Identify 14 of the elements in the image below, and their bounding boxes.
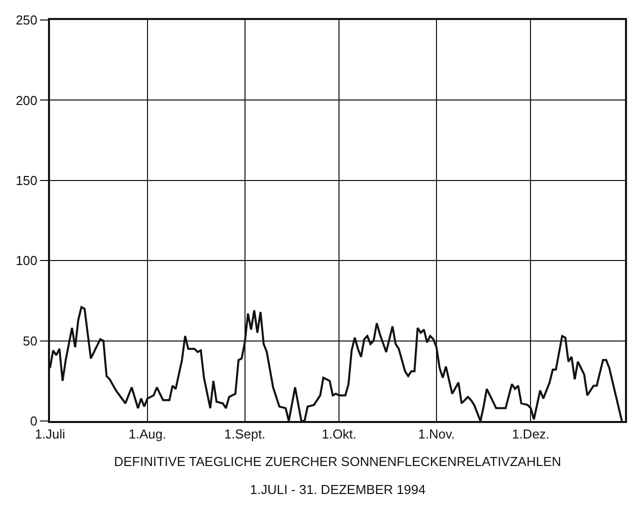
text: DEFINITIVE TAEGLICHE ZUERCHER SONNENFLECKENRELATIVZAHLEN [114,454,562,469]
x-tick-label: 1.Aug. [128,426,166,442]
x-tick-label: 1.Okt. [322,426,356,442]
y-tick-label: 0 [30,414,38,429]
y-tick-label: 50 [22,333,38,348]
x-tick-label: 1.Dez. [512,426,550,442]
x-tick-label: 1.Juli [34,426,66,442]
y-tick-label: 100 [16,253,38,268]
x-tick-label: 1.Sept. [224,426,266,442]
y-tick-label: 250 [16,12,38,28]
x-tick-label: 1.Nov. [418,426,455,442]
y-tick-label: 200 [16,92,38,108]
y-tick-label: 150 [16,172,38,188]
text: 1.JULI - 31. DEZEMBER 1994 [250,482,426,497]
